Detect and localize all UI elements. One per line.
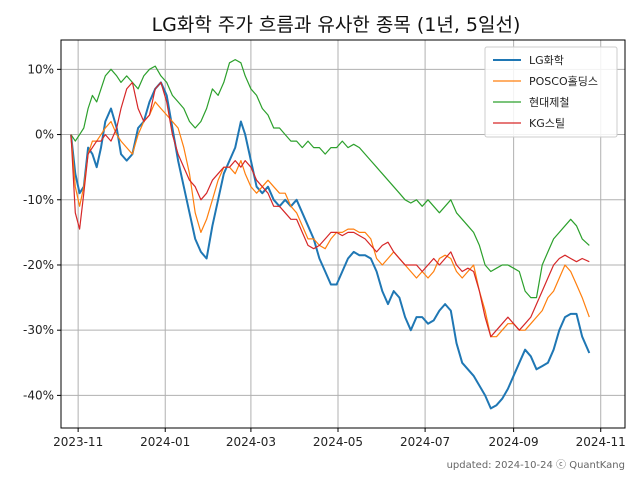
y-tick-label: -10%	[23, 193, 54, 207]
y-axis-ticks: 10% 0% -10% -20% -30% -40%	[23, 62, 61, 402]
legend: LG화학 POSCO홀딩스 현대제철 KG스틸	[484, 46, 618, 138]
x-tick-label: 2024-07	[400, 435, 450, 449]
y-tick-label: -40%	[23, 388, 54, 402]
y-tick-label: -30%	[23, 323, 54, 337]
x-tick-label: 2024-11	[576, 435, 626, 449]
y-tick-label: -20%	[23, 258, 54, 272]
y-tick-label: 10%	[27, 62, 54, 76]
x-tick-label: 2024-05	[313, 435, 363, 449]
grid-lines	[61, 40, 625, 428]
series-line	[70, 58, 590, 299]
series-lines	[70, 58, 591, 410]
x-tick-label: 2024-03	[226, 435, 276, 449]
x-tick-label: 2024-09	[489, 435, 539, 449]
chart-title: LG화학 주가 흐름과 유사한 종목 (1년, 5일선)	[152, 14, 521, 36]
footer-credit: updated: 2024-10-24 ⓒ QuantKang	[447, 459, 625, 471]
x-tick-label: 2023-11	[53, 435, 103, 449]
legend-label: KG스틸	[529, 117, 565, 130]
series-line	[70, 81, 590, 338]
legend-label: 현대제철	[529, 96, 569, 109]
plot-frame	[60, 39, 626, 429]
x-axis-ticks: 2023-11 2024-01 2024-03 2024-05 2024-07 2024-…	[53, 428, 626, 449]
legend-box	[484, 46, 618, 138]
y-tick-label: 0%	[35, 128, 54, 142]
legend-label: POSCO홀딩스	[529, 75, 598, 88]
series-line	[70, 81, 591, 410]
legend-label: LG화학	[529, 54, 564, 67]
x-tick-label: 2024-01	[140, 435, 190, 449]
